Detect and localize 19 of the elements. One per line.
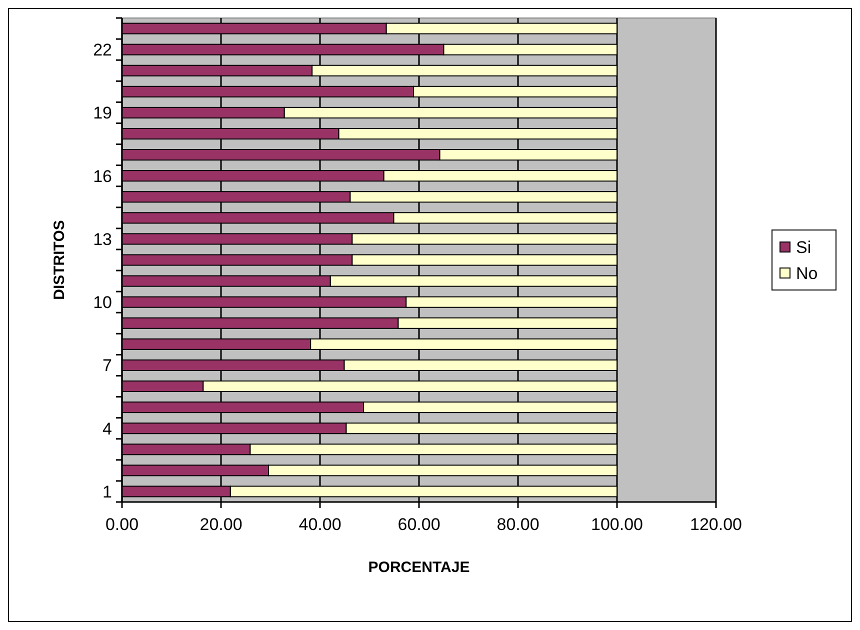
y-tick-label: 7 — [102, 356, 112, 376]
y-tick-label: 4 — [102, 419, 112, 438]
y-tick-label: 13 — [93, 230, 112, 249]
x-tick-label: 80.00 — [496, 515, 540, 534]
legend-label: No — [796, 264, 818, 283]
y-axis-title: DISTRITOS — [51, 220, 68, 300]
x-tick-label: 120.00 — [690, 515, 742, 534]
x-tick-label: 0.00 — [105, 515, 139, 534]
x-tick-label: 20.00 — [200, 515, 242, 534]
x-tick-label: 60.00 — [398, 515, 440, 534]
x-axis-title: PORCENTAJE — [368, 559, 470, 576]
y-tick-label: 22 — [93, 40, 112, 60]
y-tick-label: 16 — [93, 166, 112, 186]
legend-label: Si — [796, 238, 812, 257]
x-tick-label: 40.00 — [298, 515, 342, 534]
y-tick-label: 19 — [93, 104, 112, 123]
x-tick-label: 100.00 — [591, 515, 643, 534]
y-tick-label: 10 — [93, 293, 112, 312]
y-tick-label: 1 — [102, 482, 112, 502]
